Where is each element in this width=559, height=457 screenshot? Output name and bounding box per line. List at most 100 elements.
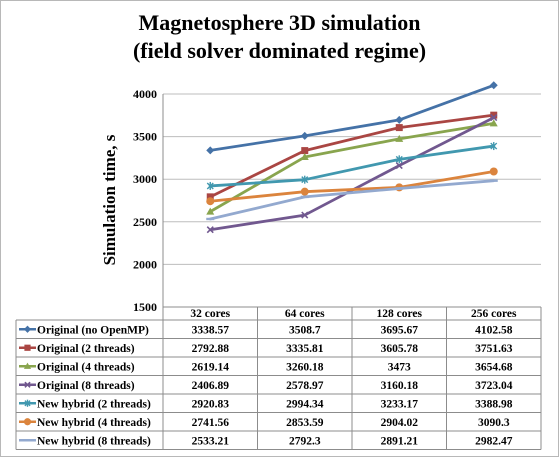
marker-square bbox=[395, 124, 403, 132]
legend-entry: Original (8 threads) bbox=[37, 380, 135, 392]
table-value: 3260.18 bbox=[286, 361, 324, 373]
series-group bbox=[206, 81, 498, 155]
marker-x-stroke bbox=[490, 114, 498, 122]
marker-x bbox=[24, 381, 31, 388]
table-value: 3233.17 bbox=[381, 398, 419, 410]
legend-entry: Original (4 threads) bbox=[37, 361, 135, 373]
marker-x-stroke bbox=[395, 161, 403, 170]
table-value: 2904.02 bbox=[381, 417, 419, 429]
series-group bbox=[206, 179, 498, 221]
table-value: 2578.97 bbox=[286, 380, 324, 392]
marker-dash bbox=[206, 217, 215, 221]
table-value: 3605.78 bbox=[381, 343, 419, 355]
marker-triangle bbox=[23, 362, 32, 369]
table-value: 3723.04 bbox=[475, 380, 513, 392]
table-value: 2982.47 bbox=[475, 435, 513, 447]
marker-dash bbox=[395, 187, 404, 190]
series-line bbox=[208, 83, 496, 152]
marker-circle bbox=[300, 187, 309, 196]
marker-square bbox=[301, 147, 309, 155]
marker-star bbox=[24, 399, 31, 407]
marker-star bbox=[206, 181, 214, 190]
series-line bbox=[208, 179, 496, 221]
x-category-label: 64 cores bbox=[285, 308, 325, 320]
marker-star bbox=[490, 142, 498, 151]
series-group bbox=[206, 142, 498, 190]
y-tick-label-1500: 1500 bbox=[133, 300, 157, 314]
marker-star bbox=[395, 155, 403, 164]
table-value: 2891.21 bbox=[381, 435, 419, 447]
marker-dash bbox=[300, 195, 309, 199]
marker-triangle bbox=[489, 119, 498, 127]
marker-circle bbox=[206, 197, 215, 206]
table-value: 3695.67 bbox=[381, 324, 419, 336]
marker-star bbox=[301, 175, 309, 184]
table-value: 3338.57 bbox=[192, 324, 230, 336]
y-tick-label-3000: 3000 bbox=[133, 172, 157, 186]
y-tick-label-2500: 2500 bbox=[133, 215, 157, 229]
marker-diamond bbox=[300, 131, 309, 140]
legend-entry: Original (2 threads) bbox=[37, 343, 135, 355]
table-value: 3388.98 bbox=[475, 398, 513, 410]
series-group bbox=[206, 167, 498, 206]
table-value: 2619.14 bbox=[192, 361, 230, 373]
x-category-label: 128 cores bbox=[377, 308, 423, 320]
marker-x-stroke bbox=[301, 211, 309, 219]
table-value: 4102.58 bbox=[475, 324, 513, 336]
marker-x bbox=[206, 226, 214, 234]
table-value: 3090.3 bbox=[478, 417, 510, 429]
table-value: 2741.56 bbox=[192, 417, 230, 429]
table-value: 3473 bbox=[388, 361, 411, 373]
table-value: 3335.81 bbox=[286, 343, 324, 355]
x-category-label: 32 cores bbox=[190, 308, 230, 320]
marker-diamond bbox=[23, 325, 32, 333]
table-value: 3508.7 bbox=[289, 324, 321, 336]
chart-title: Magnetosphere 3D simulation bbox=[138, 10, 421, 35]
legend-entry: New hybrid (8 threads) bbox=[37, 435, 151, 447]
marker-square bbox=[24, 344, 31, 351]
series-line bbox=[208, 116, 496, 232]
marker-x bbox=[301, 211, 309, 219]
marker-triangle bbox=[206, 207, 215, 215]
marker-x bbox=[395, 161, 403, 170]
marker-dash bbox=[23, 439, 32, 442]
series-line bbox=[208, 144, 496, 188]
marker-square bbox=[206, 193, 214, 201]
table-value: 3751.63 bbox=[475, 343, 513, 355]
series-group bbox=[206, 114, 498, 234]
marker-diamond bbox=[395, 115, 404, 124]
table-value: 2792.88 bbox=[192, 343, 230, 355]
x-category-label: 256 cores bbox=[471, 308, 517, 320]
marker-x bbox=[490, 114, 498, 122]
series-group bbox=[206, 119, 498, 215]
marker-diamond bbox=[489, 81, 498, 90]
series-line bbox=[208, 170, 496, 203]
marker-diamond bbox=[206, 146, 215, 155]
series-line bbox=[208, 122, 496, 214]
table-value: 2792.3 bbox=[289, 435, 321, 447]
marker-triangle bbox=[395, 134, 404, 142]
marker-dash bbox=[489, 179, 498, 182]
series-group bbox=[206, 111, 498, 201]
legend-entry: New hybrid (2 threads) bbox=[37, 398, 151, 410]
legend-entry: New hybrid (4 threads) bbox=[37, 417, 151, 429]
table-value: 2853.59 bbox=[286, 417, 324, 429]
table-value: 3160.18 bbox=[381, 380, 419, 392]
legend-entry: Original (no OpenMP) bbox=[37, 324, 149, 336]
table-value: 2533.21 bbox=[192, 435, 230, 447]
y-tick-label-2000: 2000 bbox=[133, 257, 157, 271]
chart-subtitle: (field solver dominated regime) bbox=[132, 38, 427, 63]
marker-x-stroke bbox=[24, 381, 31, 388]
marker-circle bbox=[23, 418, 32, 426]
table-value: 2406.89 bbox=[192, 380, 230, 392]
table-value: 2994.34 bbox=[286, 398, 324, 410]
marker-x-stroke bbox=[206, 226, 214, 234]
marker-triangle bbox=[300, 153, 309, 161]
series-line bbox=[208, 113, 496, 199]
table-value: 3654.68 bbox=[475, 361, 513, 373]
y-tick-label-3500: 3500 bbox=[133, 130, 157, 144]
y-tick-label-4000: 4000 bbox=[133, 87, 157, 101]
marker-square bbox=[490, 111, 498, 119]
